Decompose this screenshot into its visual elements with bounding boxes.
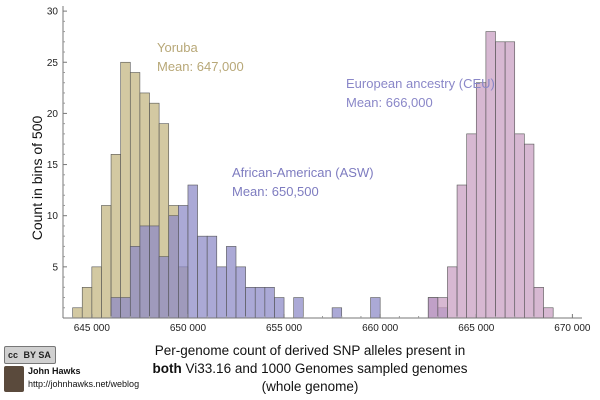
y-axis-label: Count in bins of 500 xyxy=(29,116,45,241)
y-tick-label: 25 xyxy=(47,58,59,69)
cc-icon: cc xyxy=(8,350,19,360)
bar-african-american-asw xyxy=(120,297,131,319)
bar-african-american-asw xyxy=(139,225,150,319)
x-tick-label: 665 000 xyxy=(458,323,495,334)
bar-european-ancestry-ceu xyxy=(466,133,477,319)
bar-african-american-asw xyxy=(206,235,218,319)
x-axis-label-bold-word: both xyxy=(152,361,182,376)
x-tick-label: 655 000 xyxy=(266,323,303,334)
bar-european-ancestry-ceu xyxy=(427,297,439,319)
bar-european-ancestry-ceu xyxy=(475,82,487,319)
y-tick-label: 30 xyxy=(47,7,59,18)
author-credit: cc BY SA John Hawks http://johnhawks.net… xyxy=(4,346,154,396)
annotations-layer: Yoruba Mean: 647,000 African-American (ASW… xyxy=(157,40,495,199)
bar-african-american-asw xyxy=(370,297,381,319)
x-axis-label-line-1: Per-genome count of derived SNP alleles … xyxy=(154,343,466,358)
bar-yoruba xyxy=(101,205,112,319)
y-tick-label: 15 xyxy=(47,160,59,171)
bar-yoruba xyxy=(120,61,131,319)
bar-european-ancestry-ceu xyxy=(485,31,496,319)
bar-european-ancestry-ceu xyxy=(514,133,525,319)
x-axis-label-line-3: (whole genome) xyxy=(261,379,359,394)
bar-african-american-asw xyxy=(187,184,198,319)
bar-african-american-asw xyxy=(110,297,121,319)
license-text: BY SA xyxy=(23,350,51,360)
x-axis-label: Per-genome count of derived SNP alleles … xyxy=(140,342,480,396)
bar-european-ancestry-ceu xyxy=(456,184,467,319)
series-mean-label: Mean: 647,000 xyxy=(157,59,244,74)
bar-yoruba xyxy=(72,307,83,319)
bar-yoruba xyxy=(91,266,102,319)
y-tick-label: 5 xyxy=(52,262,58,273)
bar-african-american-asw xyxy=(331,307,343,319)
bar-african-american-asw xyxy=(168,215,179,319)
y-tick-label: 20 xyxy=(47,109,59,120)
bars-layer xyxy=(72,31,554,319)
x-tick-label: 650 000 xyxy=(170,323,207,334)
series-mean-label: Mean: 666,000 xyxy=(346,95,433,110)
bar-european-ancestry-ceu xyxy=(447,266,458,319)
author-name: John Hawks xyxy=(28,366,81,376)
series-name-label: European ancestry (CEU) xyxy=(346,76,495,91)
series-mean-label: Mean: 650,500 xyxy=(232,184,319,199)
bar-yoruba xyxy=(81,287,93,319)
x-tick-label: 645 000 xyxy=(74,323,111,334)
bar-european-ancestry-ceu xyxy=(504,41,516,319)
bar-african-american-asw xyxy=(129,246,141,319)
bar-european-ancestry-ceu xyxy=(495,41,506,319)
bar-european-ancestry-ceu xyxy=(543,307,554,319)
x-axis-label-line-2-rest: Vi33.16 and 1000 Genomes sampled genomes xyxy=(185,361,468,376)
bar-european-ancestry-ceu xyxy=(533,287,544,319)
axes-layer: 5 10 15 20 25 30 645 000 650 000 655 000 660 000 6… xyxy=(47,6,591,334)
x-axis-label-line-2: both Vi33.16 and 1000 Genomes sampled ge… xyxy=(140,360,480,378)
bar-european-ancestry-ceu xyxy=(437,297,448,319)
bar-african-american-asw xyxy=(245,287,256,319)
bar-african-american-asw xyxy=(264,287,275,319)
bar-african-american-asw xyxy=(158,256,170,319)
bar-african-american-asw xyxy=(197,235,208,319)
bar-african-american-asw xyxy=(178,205,189,319)
bar-african-american-asw xyxy=(149,225,160,319)
x-tick-label: 660 000 xyxy=(362,323,399,334)
y-tick-label: 10 xyxy=(47,211,59,222)
bar-african-american-asw xyxy=(254,287,266,319)
bar-african-american-asw xyxy=(226,246,237,319)
series-name-label: Yoruba xyxy=(157,40,198,55)
x-tick-label: 670 000 xyxy=(554,323,591,334)
author-avatar-icon xyxy=(4,366,24,392)
bar-yoruba xyxy=(110,154,121,319)
author-url-link[interactable]: http://johnhawks.net/weblog xyxy=(28,379,140,389)
bar-african-american-asw xyxy=(235,266,246,319)
bar-african-american-asw xyxy=(216,266,227,319)
bar-european-ancestry-ceu xyxy=(524,143,535,319)
bar-african-american-asw xyxy=(293,297,304,319)
bar-african-american-asw xyxy=(274,297,285,319)
creative-commons-badge[interactable]: cc BY SA xyxy=(4,346,56,364)
series-name-label: African-American (ASW) xyxy=(232,165,374,180)
